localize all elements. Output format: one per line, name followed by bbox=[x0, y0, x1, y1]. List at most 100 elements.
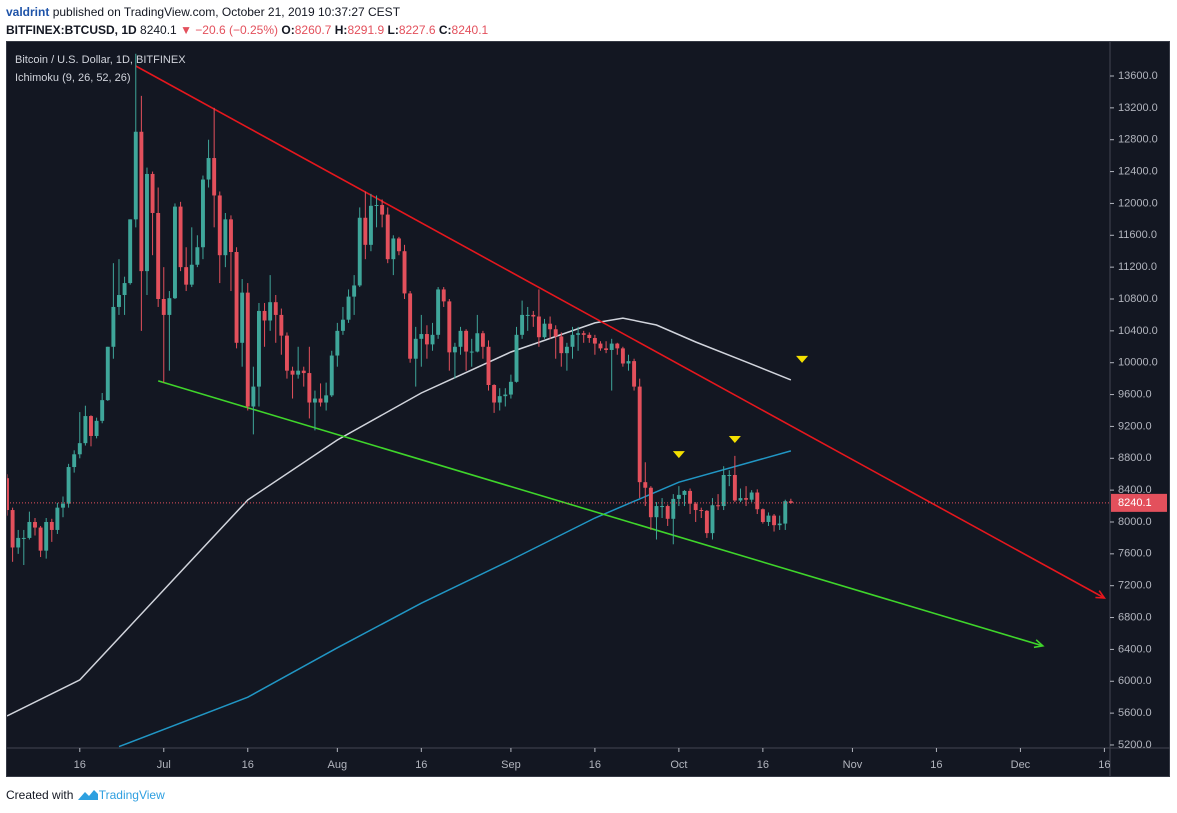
y-tick-label: 8000.0 bbox=[1118, 516, 1152, 528]
candle-body bbox=[363, 217, 368, 245]
candle-body bbox=[44, 521, 49, 551]
candle-body bbox=[508, 381, 513, 395]
candle-body bbox=[83, 416, 88, 444]
candle-body bbox=[7, 478, 9, 511]
candle-body bbox=[16, 537, 21, 548]
candle-body bbox=[117, 295, 121, 307]
published: published on TradingView.com, October 21… bbox=[52, 5, 401, 19]
candle-body bbox=[592, 338, 597, 344]
candle-body bbox=[396, 238, 401, 252]
candle-body bbox=[189, 264, 194, 285]
x-tick-label: Jul bbox=[157, 759, 171, 771]
candle-body bbox=[66, 467, 71, 504]
y-tick-label: 11600.0 bbox=[1118, 229, 1157, 241]
candle-body bbox=[268, 302, 273, 321]
ohlc: O:8260.7 H:8291.9 L:8227.6 C:8240.1 bbox=[281, 23, 488, 37]
y-tick-label: 13200.0 bbox=[1118, 102, 1158, 114]
candle-body bbox=[94, 420, 99, 436]
candle-body bbox=[212, 158, 217, 196]
indicator-legend: Ichimoku (9, 26, 52, 26) bbox=[15, 72, 131, 84]
candle-body bbox=[772, 515, 777, 526]
candle-body bbox=[424, 334, 429, 345]
y-tick-label: 5600.0 bbox=[1118, 707, 1152, 719]
ohlc-value: 8291.9 bbox=[347, 23, 385, 37]
candle-body bbox=[503, 394, 508, 397]
candle-body bbox=[441, 289, 446, 302]
publish-line: valdrint published on TradingView.com, O… bbox=[6, 5, 400, 19]
candle-body bbox=[357, 217, 362, 286]
candle-body bbox=[783, 501, 788, 524]
candle-body bbox=[676, 494, 681, 499]
candle-body bbox=[514, 334, 519, 382]
chart-frame bbox=[6, 41, 1170, 777]
candle-body bbox=[55, 507, 60, 530]
candle-body bbox=[788, 501, 793, 503]
candle-body bbox=[111, 306, 116, 347]
y-tick-label: 8800.0 bbox=[1118, 452, 1152, 464]
symbol: BITFINEX:BTCUSD, 1D bbox=[6, 23, 137, 37]
candle-body bbox=[145, 173, 149, 272]
x-tick-label: 16 bbox=[242, 759, 254, 771]
candle-body bbox=[766, 515, 771, 522]
last-price-label: 8240.1 bbox=[1118, 497, 1152, 509]
y-tick-label: 11200.0 bbox=[1118, 261, 1157, 273]
candle-body bbox=[38, 527, 43, 551]
candle-body bbox=[721, 474, 726, 507]
candle-body bbox=[223, 219, 228, 256]
candle-body bbox=[27, 521, 32, 538]
candle-body bbox=[352, 285, 357, 297]
candle-body bbox=[469, 351, 474, 353]
y-tick-label: 6800.0 bbox=[1118, 611, 1152, 623]
x-tick-label: Nov bbox=[843, 759, 863, 771]
ohlc-label: C: bbox=[438, 23, 452, 37]
candle-body bbox=[693, 503, 698, 511]
candle-body bbox=[447, 301, 452, 353]
x-tick-label: Sep bbox=[501, 759, 521, 771]
candle-body bbox=[139, 131, 144, 272]
candle-body bbox=[660, 506, 665, 508]
candle-body bbox=[413, 338, 418, 359]
candle-body bbox=[615, 343, 620, 349]
x-tick-label: Oct bbox=[670, 759, 687, 771]
candle-body bbox=[122, 283, 127, 296]
candle-body bbox=[570, 334, 575, 347]
candle-body bbox=[520, 314, 525, 335]
x-tick-label: 16 bbox=[415, 759, 427, 771]
candle-body bbox=[21, 537, 26, 539]
chart: Bitcoin / U.S. Dollar, 1D, BITFINEX Ichi… bbox=[6, 41, 1170, 777]
last-price-box bbox=[1111, 493, 1167, 512]
candle-body bbox=[643, 482, 648, 488]
y-tick-label: 9600.0 bbox=[1118, 388, 1152, 400]
candle-body bbox=[531, 314, 536, 317]
candle-body bbox=[699, 510, 704, 512]
arrow: ▼ bbox=[180, 23, 192, 37]
candle-body bbox=[61, 503, 65, 508]
candle-body bbox=[430, 334, 435, 345]
candle-body bbox=[100, 400, 105, 421]
candle-body bbox=[525, 314, 530, 316]
candle-body bbox=[161, 298, 166, 315]
candle-body bbox=[587, 334, 592, 339]
candle-body bbox=[385, 214, 390, 260]
candle-body bbox=[464, 330, 469, 352]
candle-body bbox=[89, 416, 93, 436]
candle-body bbox=[105, 346, 110, 401]
y-tick-label: 13600.0 bbox=[1118, 70, 1158, 82]
candle-body bbox=[609, 343, 614, 350]
candle-body bbox=[217, 195, 222, 256]
candle-body bbox=[312, 398, 317, 403]
candle-body bbox=[380, 205, 385, 215]
candle-body bbox=[682, 490, 687, 495]
candle-body bbox=[671, 498, 676, 519]
candle-body bbox=[234, 252, 239, 343]
candle-body bbox=[436, 289, 441, 335]
candle-body bbox=[688, 490, 693, 504]
author[interactable]: valdrint bbox=[6, 5, 50, 19]
candle-body bbox=[368, 205, 373, 245]
marker bbox=[672, 451, 685, 459]
candle-body bbox=[128, 219, 133, 284]
ohlc-label: O: bbox=[281, 23, 295, 37]
logo bbox=[77, 790, 98, 800]
footer-brand[interactable]: TradingView bbox=[98, 788, 165, 802]
